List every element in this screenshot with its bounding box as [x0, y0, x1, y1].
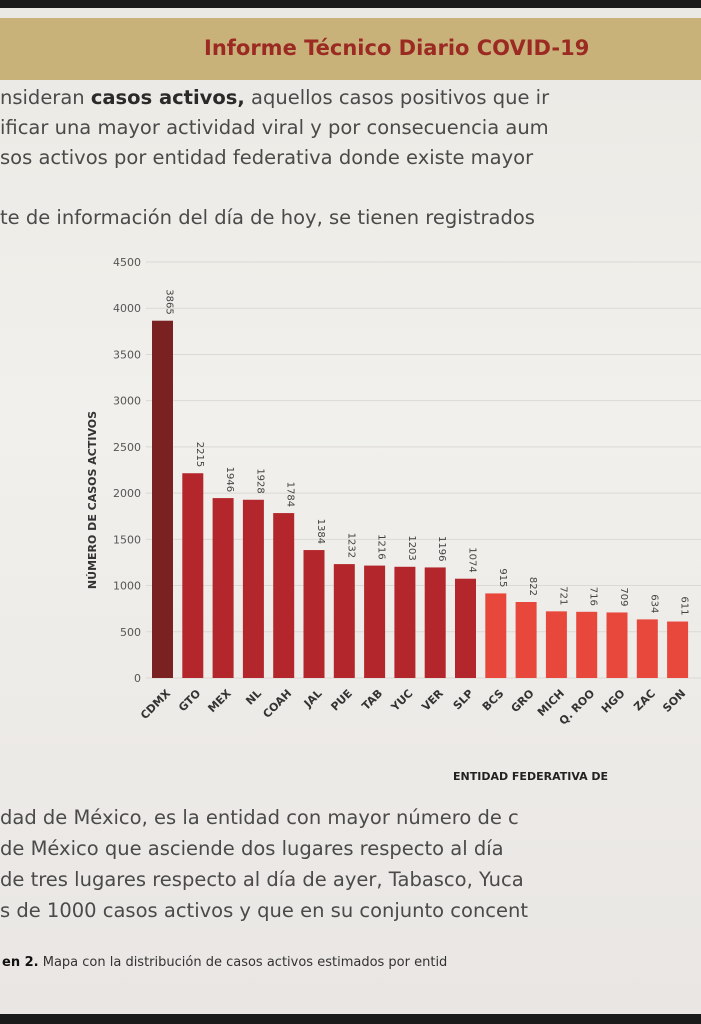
data-label: 915: [497, 568, 508, 587]
data-label: 1784: [285, 482, 296, 507]
y-tick-label: 4000: [113, 302, 141, 315]
y-axis-label: NÚMERO DE CASOS ACTIVOS: [86, 411, 99, 589]
body-line-1: dad de México, es la entidad con mayor n…: [0, 806, 519, 829]
intro-line-2: ificar una mayor actividad viral y por c…: [0, 116, 549, 139]
bar-mex: [212, 498, 234, 678]
data-label: 611: [679, 596, 690, 615]
y-tick-label: 4500: [113, 256, 141, 269]
bar-cdmx: [152, 320, 173, 678]
x-tick-label: GTO: [176, 687, 203, 714]
x-tick-label: TAB: [359, 687, 385, 713]
data-label: 709: [618, 587, 629, 606]
figure-caption: en 2. Mapa con la distribución de casos …: [2, 955, 447, 970]
data-label: 721: [557, 586, 568, 605]
data-label: 1196: [436, 536, 447, 561]
intro-line-3: sos activos por entidad federativa donde…: [0, 146, 534, 169]
bar-jal: [303, 550, 325, 678]
data-label: 1946: [224, 467, 235, 492]
bar-hgo: [606, 612, 628, 678]
intro-bold: casos activos,: [90, 86, 245, 109]
bar-gto: [182, 473, 204, 678]
body-line-4: s de 1000 casos activos y que en su conj…: [0, 899, 529, 922]
data-label: 1928: [254, 468, 265, 493]
data-label: 634: [648, 594, 659, 613]
bar-slp: [455, 578, 476, 678]
body-line-2: de México que asciende dos lugares respe…: [0, 837, 504, 860]
bar-ver: [424, 567, 446, 678]
intro-text: aquellos casos positivos que ir: [244, 86, 550, 109]
bar-son: [667, 621, 689, 678]
intro-line-4: te de información del día de hoy, se tie…: [0, 206, 535, 229]
report-title: Informe Técnico Diario COVID-19: [204, 36, 590, 60]
x-tick-label: SLP: [451, 687, 476, 712]
y-tick-label: 3500: [113, 348, 141, 361]
bar-nl: [242, 499, 264, 678]
y-tick-label: 2000: [113, 487, 141, 500]
active-cases-bar-chart: 0 500 1000 1500 2000 2500 3000 3500 4000 4500 386…: [86, 256, 701, 783]
intro-text: nsideran: [0, 86, 91, 109]
bar-pue: [333, 564, 355, 678]
x-tick-label: ZAC: [631, 687, 658, 714]
body-line-3: de tres lugares respecto al día de ayer,…: [0, 868, 524, 891]
x-tick-label: YUC: [388, 687, 416, 715]
data-label: 1384: [315, 519, 326, 544]
x-tick-label: COAH: [260, 687, 294, 721]
x-tick-label: SON: [660, 687, 688, 715]
bar-yuc: [394, 566, 416, 678]
bar-zac: [636, 619, 658, 678]
x-tick-label: GRO: [509, 687, 537, 715]
x-tick-label: NL: [243, 687, 264, 708]
data-label: 822: [527, 577, 538, 596]
x-axis-title: ENTIDAD FEDERATIVA DE: [453, 770, 608, 783]
y-tick-label: 2500: [113, 441, 141, 454]
bar-bcs: [485, 593, 507, 678]
y-tick-label: 0: [134, 672, 141, 685]
data-label: 1074: [467, 547, 478, 572]
x-tick-label: MEX: [205, 687, 234, 716]
bar-mich: [545, 611, 567, 678]
x-tick-label: VER: [419, 687, 446, 714]
bar-gro: [515, 602, 537, 678]
y-tick-label: 3000: [113, 395, 141, 408]
data-label: 716: [588, 587, 599, 606]
x-tick-label: JAL: [301, 687, 325, 711]
y-tick-label: 500: [120, 626, 141, 639]
data-label: 1216: [376, 534, 387, 559]
x-tick-label: HGO: [599, 687, 628, 716]
x-tick-label: BCS: [480, 687, 507, 714]
caption-text: Mapa con la distribución de casos activo…: [38, 955, 448, 970]
x-tick-label: PUE: [328, 687, 355, 714]
bar-qroo: [576, 611, 598, 678]
data-label: 3865: [164, 289, 175, 314]
report-header: Informe Técnico Diario COVID-19: [0, 18, 701, 80]
data-label: 1203: [406, 535, 417, 560]
caption-label: en 2.: [2, 955, 39, 970]
bar-coah: [273, 513, 295, 678]
intro-line-1: nsideran casos activos, aquellos casos p…: [0, 86, 549, 109]
x-tick-label: CDMX: [138, 687, 173, 722]
bar-tab: [364, 565, 386, 678]
data-label: 1232: [345, 533, 356, 558]
document-page: Informe Técnico Diario COVID-19 nsideran…: [0, 8, 701, 1014]
y-tick-label: 1500: [113, 533, 141, 546]
y-tick-label: 1000: [113, 580, 141, 593]
data-label: 2215: [194, 442, 205, 467]
